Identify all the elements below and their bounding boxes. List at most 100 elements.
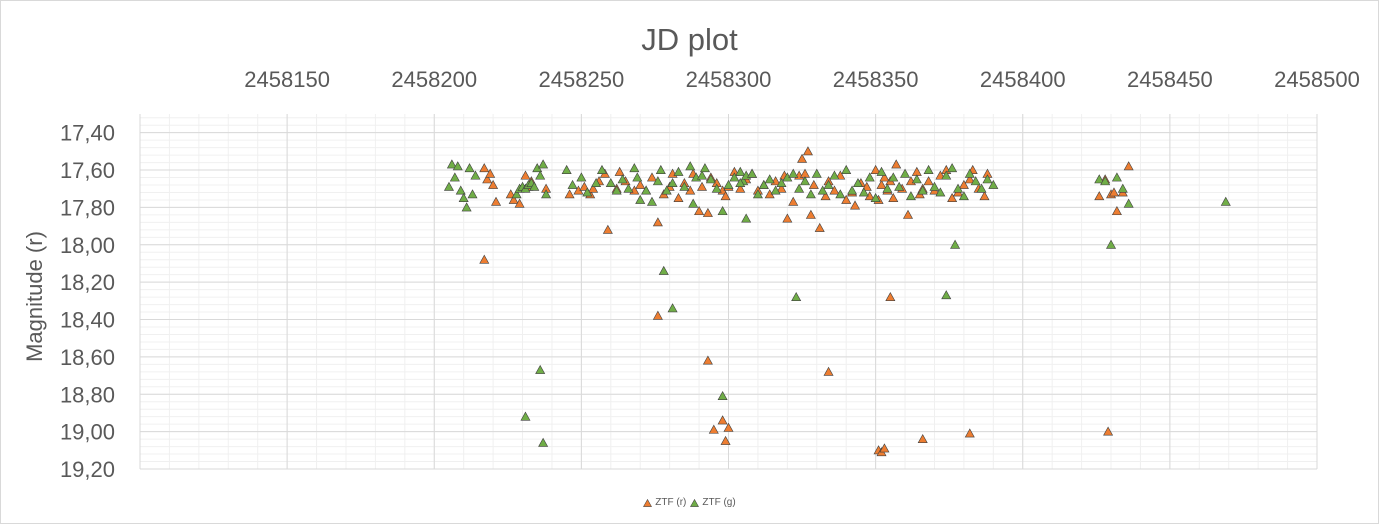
- y-tick-label: 18,40: [60, 308, 115, 333]
- data-point-ztf-g: [520, 411, 531, 421]
- data-point-ztf-g: [449, 172, 460, 182]
- data-point-ztf-r: [805, 209, 816, 219]
- data-point-ztf-g: [535, 170, 546, 180]
- data-point-ztf-g: [538, 159, 549, 169]
- data-point-ztf-r: [579, 181, 590, 191]
- data-point-ztf-g: [876, 166, 887, 176]
- data-point-ztf-g: [929, 181, 940, 191]
- data-point-ztf-g: [958, 191, 969, 201]
- data-point-ztf-g: [617, 174, 628, 184]
- data-point-ztf-g: [988, 179, 999, 189]
- data-point-ztf-g: [443, 181, 454, 191]
- data-point-ztf-g: [596, 164, 607, 174]
- data-point-ztf-g: [673, 166, 684, 176]
- data-point-ztf-r: [814, 222, 825, 232]
- data-point-ztf-g: [464, 163, 475, 173]
- data-point-ztf-r: [614, 166, 625, 176]
- data-point-ztf-r: [708, 424, 719, 434]
- data-point-ztf-g: [685, 161, 696, 171]
- data-point-ztf-r: [850, 200, 861, 210]
- x-tick-label: 2458500: [1274, 67, 1360, 92]
- data-point-ztf-g: [770, 185, 781, 195]
- data-point-ztf-g: [911, 174, 922, 184]
- y-tick-label: 18,60: [60, 345, 115, 370]
- data-point-ztf-g: [529, 181, 540, 191]
- legend-item-ztf-r: ZTF (r): [643, 497, 686, 508]
- data-point-ztf-g: [735, 178, 746, 188]
- data-point-ztf-g: [752, 189, 763, 199]
- data-point-ztf-r: [964, 174, 975, 184]
- data-point-ztf-g: [541, 189, 552, 199]
- data-point-ztf-r: [923, 176, 934, 186]
- data-point-ztf-g: [741, 213, 752, 223]
- data-point-ztf-g: [1111, 172, 1122, 182]
- data-point-ztf-r: [891, 159, 902, 169]
- data-point-ztf-g: [811, 168, 822, 178]
- data-point-ztf-r: [870, 164, 881, 174]
- data-point-ztf-g: [894, 181, 905, 191]
- y-tick-label: 18,80: [60, 382, 115, 407]
- data-point-ztf-g: [538, 437, 549, 447]
- x-tick-label: 2458150: [244, 67, 330, 92]
- data-point-ztf-g: [823, 179, 834, 189]
- x-tick-label: 2458450: [1127, 67, 1213, 92]
- data-point-ztf-r: [861, 181, 872, 191]
- data-point-ztf-r: [694, 206, 705, 216]
- data-point-ztf-r: [979, 191, 990, 201]
- data-point-ztf-r: [482, 174, 493, 184]
- data-point-ztf-g: [635, 194, 646, 204]
- data-point-ztf-g: [511, 189, 522, 199]
- data-point-ztf-g: [629, 163, 640, 173]
- y-tick-label: 18,20: [60, 270, 115, 295]
- data-point-ztf-g: [947, 163, 958, 173]
- data-point-ztf-r: [802, 146, 813, 156]
- data-point-ztf-r: [841, 194, 852, 204]
- data-point-ztf-r: [776, 183, 787, 193]
- data-point-ztf-r: [720, 191, 731, 201]
- data-point-ztf-r: [917, 433, 928, 444]
- data-point-ztf-g: [452, 161, 463, 171]
- data-point-ztf-g: [758, 179, 769, 189]
- data-point-ztf-r: [829, 185, 840, 195]
- x-tick-label: 2458200: [391, 67, 477, 92]
- data-point-ztf-g: [1123, 198, 1134, 208]
- data-point-ztf-g: [652, 176, 663, 186]
- data-point-ztf-r: [508, 194, 519, 204]
- x-tick-label: 2458350: [833, 67, 919, 92]
- data-point-ztf-g: [841, 164, 852, 174]
- data-point-ztf-r: [879, 172, 890, 182]
- x-tick-label: 2458250: [539, 67, 625, 92]
- data-point-ztf-r: [646, 172, 658, 182]
- data-point-ztf-g: [661, 185, 672, 195]
- data-point-ztf-r: [888, 192, 899, 202]
- data-point-ztf-g: [888, 172, 899, 182]
- data-point-ztf-g: [852, 178, 863, 188]
- data-point-ztf-r: [491, 196, 502, 206]
- data-point-ztf-g: [711, 183, 722, 193]
- data-point-ztf-g: [870, 192, 881, 202]
- data-point-ztf-r: [1108, 187, 1119, 197]
- data-point-ztf-g: [646, 196, 658, 206]
- data-point-ztf-g: [461, 202, 472, 212]
- data-point-ztf-r: [520, 170, 531, 180]
- data-point-ztf-r: [479, 254, 490, 264]
- data-point-ztf-g: [697, 170, 708, 180]
- data-point-ztf-g: [561, 164, 572, 174]
- y-tick-label: 18,00: [60, 233, 115, 258]
- data-point-ztf-g: [705, 174, 716, 184]
- data-point-ztf-g: [917, 185, 928, 195]
- data-point-ztf-r: [1094, 191, 1105, 201]
- data-point-ztf-r: [876, 179, 887, 189]
- data-point-ztf-r: [885, 291, 896, 302]
- data-point-ztf-r: [488, 179, 499, 189]
- data-point-ztf-g: [576, 172, 587, 182]
- data-point-ztf-g: [941, 290, 952, 300]
- data-point-ztf-g: [847, 185, 858, 195]
- data-point-ztf-r: [702, 355, 713, 365]
- data-point-ztf-g: [582, 187, 593, 197]
- triangle-icon: [643, 498, 653, 507]
- data-point-ztf-g: [882, 183, 893, 193]
- data-point-ztf-r: [673, 192, 684, 202]
- data-point-ztf-g: [970, 176, 981, 186]
